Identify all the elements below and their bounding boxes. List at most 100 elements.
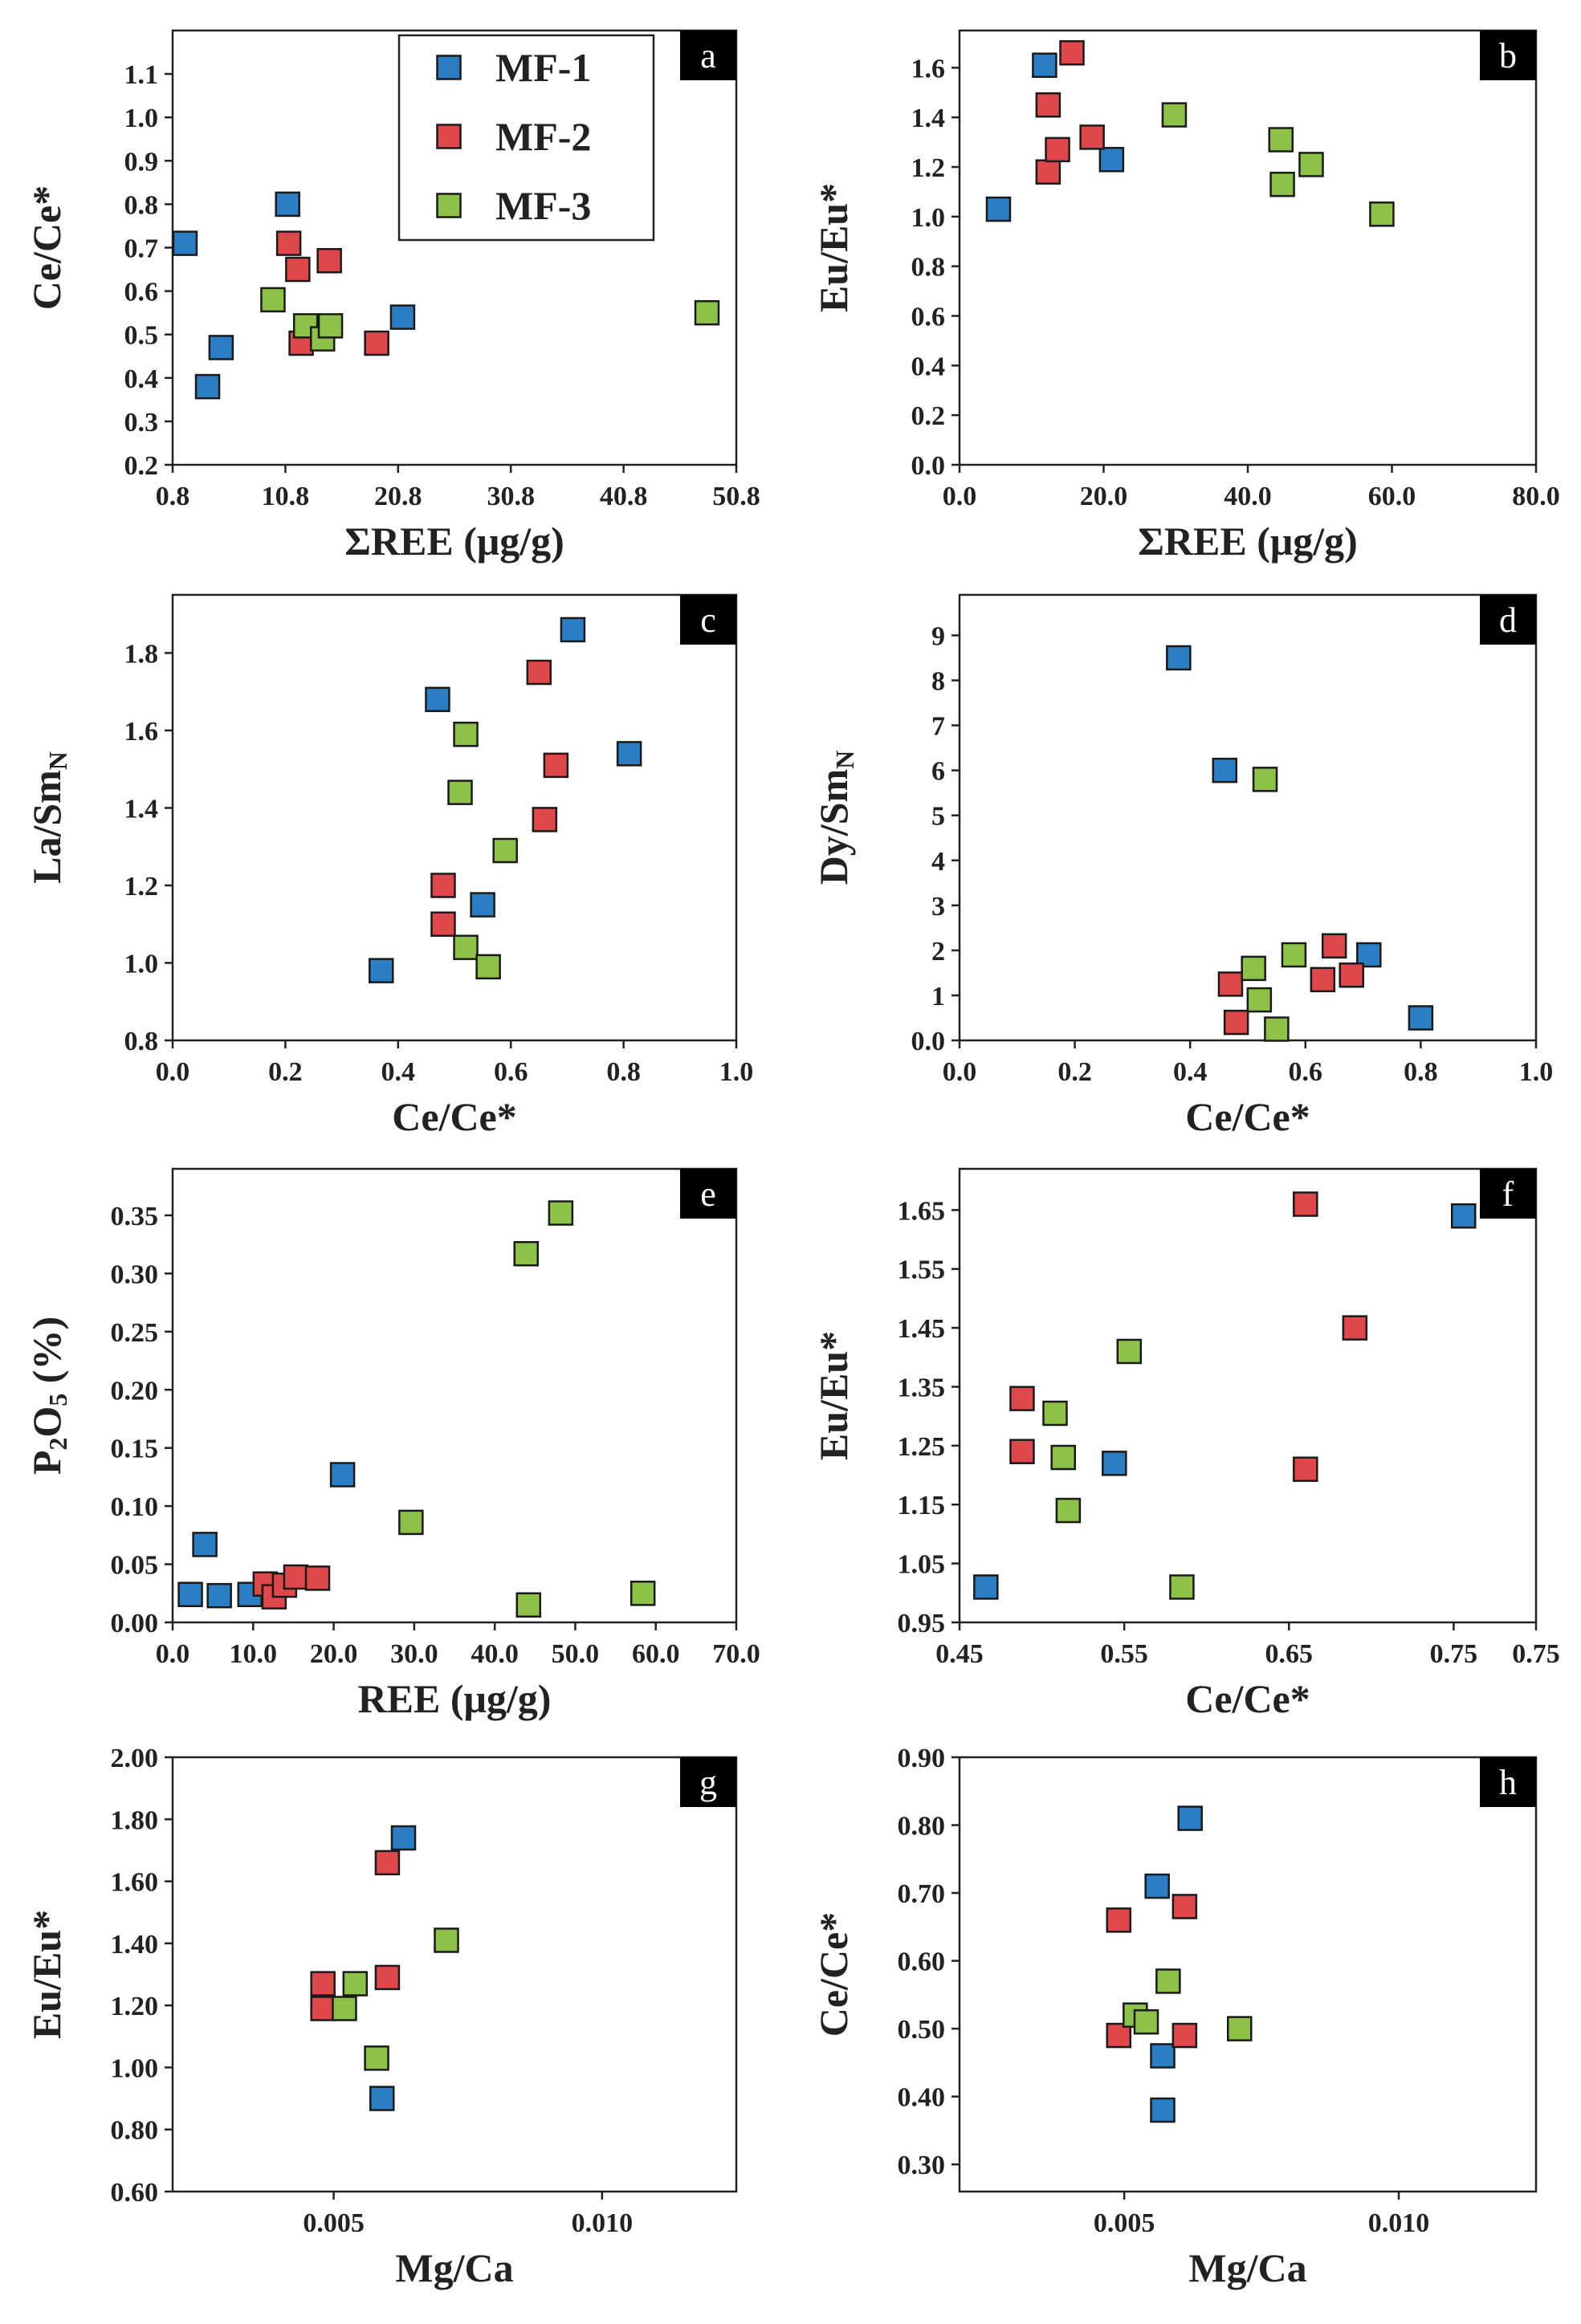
y-tick-label: 0.30 (898, 2151, 946, 2180)
data-point-mf-3 (453, 721, 479, 747)
x-axis-label: ΣREE (μg/g) (1138, 519, 1358, 564)
y-tick-label: 2 (931, 937, 945, 967)
y-tick-label: 1.80 (111, 1805, 159, 1835)
x-axis-label: REE (μg/g) (358, 1676, 552, 1721)
data-point-mf-2 (1035, 92, 1061, 118)
data-point-mf-3 (492, 837, 518, 864)
data-point-mf-2 (310, 1996, 336, 2021)
panel-label: a (700, 36, 716, 75)
data-point-mf-2 (364, 330, 389, 356)
x-tick-label: 40.8 (600, 482, 648, 511)
x-tick-label: 0.6 (494, 1057, 528, 1087)
y-axis-label: P2O5 (%) (24, 1317, 72, 1475)
legend-label-mf-2: MF-2 (495, 114, 591, 159)
data-point-mf-1 (1408, 1005, 1434, 1031)
y-tick-label: 1.6 (124, 717, 159, 747)
x-tick-label: 0.4 (381, 1057, 416, 1087)
y-tick-label: 1.1 (124, 60, 159, 90)
y-tick-label: 1.65 (898, 1196, 946, 1226)
y-axis-label: Dy/SmN (811, 751, 859, 885)
y-tick-label: 0.35 (111, 1202, 159, 1231)
data-point-mf-2 (310, 1971, 336, 1996)
data-point-mf-2 (1171, 1894, 1198, 1919)
y-tick-label: 1.60 (111, 1868, 159, 1898)
y-axis-label: Eu/Eu* (811, 183, 856, 312)
data-point-mf-1 (1166, 645, 1192, 671)
data-point-mf-3 (630, 1581, 656, 1606)
data-point-mf-3 (1226, 2016, 1253, 2041)
data-point-mf-2 (275, 230, 302, 256)
y-axis-label: La/SmN (24, 751, 72, 884)
y-tick-label: 1.4 (124, 794, 159, 824)
x-tick-label: 0.005 (303, 2208, 365, 2238)
y-axis-label: Eu/Eu* (24, 1910, 69, 2039)
y-tick-label: 1.0 (911, 203, 946, 233)
panel-d: 0.0 0.2 0.4 0.6 0.8 1.0 0.0 1 2 3 4 5 6 7 8 9 Ce/Ce* Dy/S… (811, 593, 1553, 1139)
panel-c: 0.0 0.2 0.4 0.6 0.8 1.0 0.8 1.0 1.2 1.4 1.6 1.8 Ce/C… (24, 593, 753, 1139)
x-tick-label: 0.0 (943, 482, 977, 511)
panel-label: c (700, 600, 716, 640)
y-tick-label: 0.30 (111, 1260, 159, 1289)
x-tick-label: 20.0 (310, 1639, 358, 1669)
x-tick-label: 20.8 (374, 482, 422, 511)
panel-e: 0.0 10.0 20.0 30.0 40.0 50.0 60.0 70.0 0.00 0.05 0… (24, 1167, 760, 1721)
data-point-mf-2 (1339, 962, 1364, 988)
x-axis-label: Ce/Ce* (392, 1094, 517, 1139)
x-axis-label: Mg/Ca (395, 2245, 513, 2290)
data-point-mf-2 (543, 752, 569, 779)
x-tick-label: 0.0 (156, 1639, 190, 1669)
panel-label: e (700, 1174, 716, 1214)
data-point-mf-3 (447, 779, 473, 805)
x-axis-label: ΣREE (μg/g) (344, 519, 564, 564)
data-point-mf-1 (1102, 1451, 1127, 1476)
x-axis-label: Ce/Ce* (1185, 1094, 1310, 1139)
y-tick-label: 0.10 (111, 1492, 159, 1522)
data-point-mf-2 (374, 1850, 401, 1876)
panel-label-box (1480, 31, 1536, 80)
data-point-mf-3 (1268, 127, 1294, 153)
y-tick-label: 0.7 (124, 234, 159, 264)
data-point-mf-2 (1171, 2022, 1198, 2049)
y-axis-label: Eu/Eu* (811, 1331, 856, 1460)
panel-label-box (680, 1757, 736, 1807)
data-point-mf-2 (1223, 1009, 1249, 1036)
panel-label: h (1499, 1763, 1517, 1802)
x-tick-label: 0.8 (156, 482, 190, 511)
x-tick-label: 0.0 (943, 1057, 977, 1087)
y-tick-label: 1.0 (124, 104, 159, 133)
y-tick-label: 1.15 (898, 1491, 946, 1520)
x-tick-label: 20.0 (1080, 482, 1128, 511)
data-point-mf-1 (177, 1581, 203, 1607)
data-point-mf-1 (1150, 2043, 1176, 2069)
x-tick-label: 0.4 (1173, 1057, 1208, 1087)
data-point-mf-2 (1293, 1191, 1318, 1217)
y-tick-label: 0.00 (111, 1609, 159, 1638)
panel-label: b (1499, 36, 1517, 75)
x-tick-label: 50.8 (712, 482, 760, 511)
data-point-mf-1 (329, 1462, 356, 1488)
x-tick-label: 60.0 (632, 1639, 680, 1669)
data-point-mf-2 (1293, 1456, 1318, 1482)
x-axis-label: Ce/Ce* (1185, 1676, 1310, 1721)
x-tick-label: 70.0 (712, 1639, 760, 1669)
y-axis-label: Ce/Ce* (24, 185, 69, 311)
data-point-mf-1 (368, 958, 394, 983)
y-tick-label: 0.60 (111, 2178, 159, 2208)
x-tick-label: 10.0 (230, 1639, 278, 1669)
y-tick-label: 1.2 (124, 872, 159, 902)
x-tick-label: 0.010 (572, 2208, 634, 2238)
data-point-mf-3 (513, 1241, 540, 1267)
y-tick-label: 0.70 (898, 1879, 946, 1909)
y-tick-label: 1.45 (898, 1314, 946, 1344)
data-point-mf-2 (430, 911, 456, 937)
data-point-mf-3 (1155, 1968, 1181, 1994)
plot-frame (171, 593, 738, 1042)
data-point-mf-1 (1450, 1203, 1477, 1229)
data-point-mf-1 (1144, 1873, 1170, 1899)
data-point-mf-2 (1045, 136, 1070, 163)
y-tick-label: 0.05 (111, 1551, 159, 1581)
x-tick-label: 30.8 (487, 482, 535, 511)
y-tick-label: 0.50 (898, 2015, 946, 2045)
data-point-mf-2 (1059, 40, 1085, 66)
